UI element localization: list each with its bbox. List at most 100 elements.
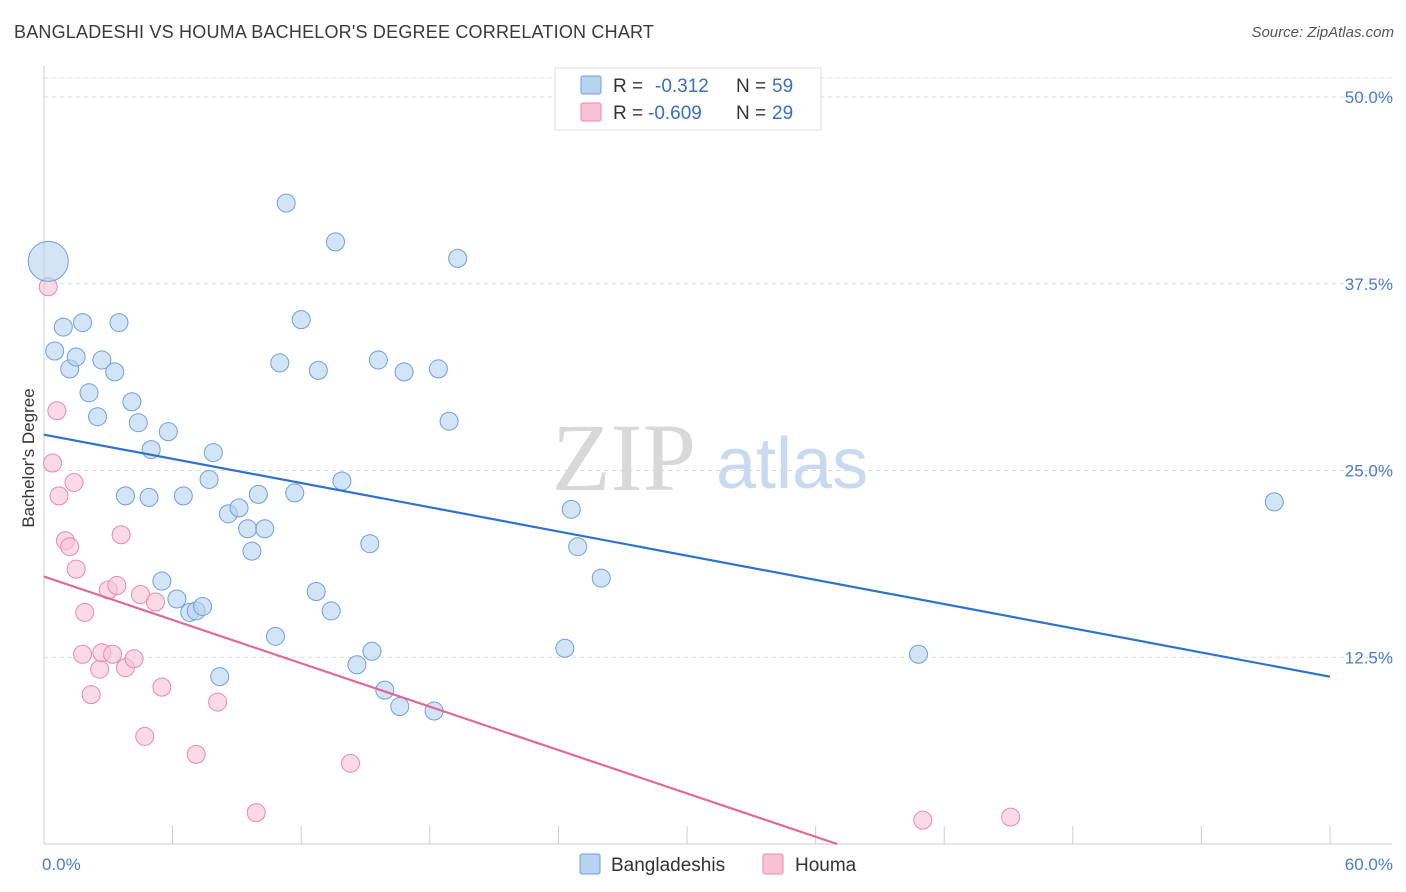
bangladeshi-point-11 [115, 486, 135, 506]
houma-point-3 [49, 486, 69, 506]
bangladeshi-point-55 [568, 537, 588, 557]
bangladeshi-point-24 [203, 443, 223, 463]
houma-point-22 [152, 677, 172, 697]
watermark-atlas: atlas [716, 424, 868, 504]
houma-point-7 [66, 559, 86, 579]
bangladeshi-point-53 [555, 638, 575, 658]
houma-point-20 [135, 726, 155, 746]
gridlines [44, 77, 1392, 658]
houma-point-16 [111, 525, 131, 545]
bangladeshi-point-33 [270, 353, 290, 373]
trendlines [43, 433, 1331, 846]
bangladeshi-point-7 [88, 407, 108, 427]
legend-n-value-pink: 29 [772, 103, 793, 124]
axes [43, 66, 1392, 845]
houma-point-5 [60, 537, 80, 557]
bangladeshi-point-31 [255, 519, 275, 539]
legend-n-value-blue: 59 [772, 76, 793, 97]
bangladeshi-point-54 [561, 499, 581, 519]
bangladeshi-point-23 [199, 469, 219, 489]
bangladeshi-point-30 [248, 484, 268, 504]
bangladeshi-point-32 [265, 626, 285, 646]
bangladeshi-point-44 [362, 641, 382, 661]
x-tick-label-0: 0.0% [42, 855, 81, 874]
y-tick-label-0: 12.5% [1345, 648, 1393, 667]
bangladeshi-point-9 [105, 362, 125, 382]
y-tick-label-3: 50.0% [1345, 88, 1393, 107]
bangladeshi-point-18 [167, 589, 187, 609]
legend-r-label-pink: R = [613, 103, 643, 124]
bangladeshi-point-43 [360, 534, 380, 554]
bangladeshi-point-8 [92, 350, 112, 370]
bangladeshi-point-57 [908, 644, 928, 664]
watermark-zip: ZIP [552, 404, 696, 511]
houma-point-18 [124, 649, 144, 669]
houma-point-15 [107, 576, 127, 596]
bangladeshi-point-51 [439, 411, 459, 431]
y-axis-label: Bachelor's Degree [19, 388, 38, 527]
bangladeshi-point-40 [325, 232, 345, 252]
houma-point-6 [64, 472, 84, 492]
legend-swatch-blue [580, 75, 602, 95]
bangladeshi-point-2 [53, 317, 73, 337]
bangladeshi-points [27, 193, 1284, 721]
bangladeshi-point-28 [238, 519, 258, 539]
bangladeshi-point-47 [390, 697, 410, 717]
bangladeshi-point-5 [73, 313, 93, 333]
bangladeshi-point-1 [45, 341, 65, 361]
bangladeshi-point-16 [152, 571, 172, 591]
legend-r-value-pink: -0.609 [648, 103, 702, 124]
legend-r-value-blue: -0.312 [655, 76, 709, 97]
series-legend: Bangladeshis Houma [579, 853, 857, 876]
bangladeshi-point-45 [368, 350, 388, 370]
bangladeshi-point-42 [347, 655, 367, 675]
bangladeshi-point-13 [128, 413, 148, 433]
bangladeshi-point-19 [173, 486, 193, 506]
houma-point-11 [90, 659, 110, 679]
bangladeshi-point-46 [375, 680, 395, 700]
bangladeshi-point-22 [193, 596, 213, 616]
bangladeshi-trendline [43, 433, 1331, 678]
legend-label-houma: Houma [795, 855, 857, 876]
chart-title: BANGLADESHI VS HOUMA BACHELOR'S DEGREE C… [14, 22, 655, 42]
bangladeshi-point-0 [27, 240, 69, 282]
houma-point-28 [1001, 807, 1021, 827]
houma-point-21 [145, 592, 165, 612]
bangladeshi-point-29 [242, 541, 262, 561]
legend-n-label-pink: N = [736, 103, 766, 124]
bangladeshi-point-38 [306, 582, 326, 602]
bangladeshi-point-14 [139, 487, 159, 507]
x-tick-labels: 0.0% 60.0% [42, 855, 1393, 874]
houma-point-2 [43, 453, 63, 473]
houma-trendline [43, 575, 838, 846]
houma-point-19 [130, 585, 150, 605]
legend-swatch-houma [762, 853, 784, 875]
source-label: Source: ZipAtlas.com [1251, 24, 1394, 41]
y-tick-label-1: 25.0% [1345, 462, 1393, 481]
legend-swatch-pink [580, 102, 602, 122]
bangladeshi-point-35 [285, 483, 305, 503]
houma-point-8 [73, 644, 93, 664]
legend-r-label-blue: R = [613, 76, 643, 97]
y-tick-label-2: 37.5% [1345, 275, 1393, 294]
bangladeshi-point-6 [79, 383, 99, 403]
bangladeshi-point-10 [109, 313, 129, 333]
houma-point-26 [340, 753, 360, 773]
houma-point-14 [103, 644, 123, 664]
bangladeshi-point-52 [448, 248, 468, 268]
bangladeshi-point-48 [394, 362, 414, 382]
bangladeshi-point-27 [229, 498, 249, 518]
bangladeshi-point-39 [321, 601, 341, 621]
bangladeshi-point-34 [276, 193, 296, 213]
bangladeshi-point-12 [122, 392, 142, 412]
bangladeshi-point-50 [428, 359, 448, 379]
bangladeshi-point-56 [591, 568, 611, 588]
x-tick-label-1: 60.0% [1345, 855, 1393, 874]
bangladeshi-point-37 [308, 360, 328, 380]
bangladeshi-point-58 [1264, 492, 1284, 512]
houma-point-25 [246, 803, 266, 823]
bangladeshi-point-41 [332, 471, 352, 491]
y-tick-labels: 12.5% 25.0% 37.5% 50.0% [1345, 88, 1393, 667]
houma-point-27 [913, 810, 933, 830]
